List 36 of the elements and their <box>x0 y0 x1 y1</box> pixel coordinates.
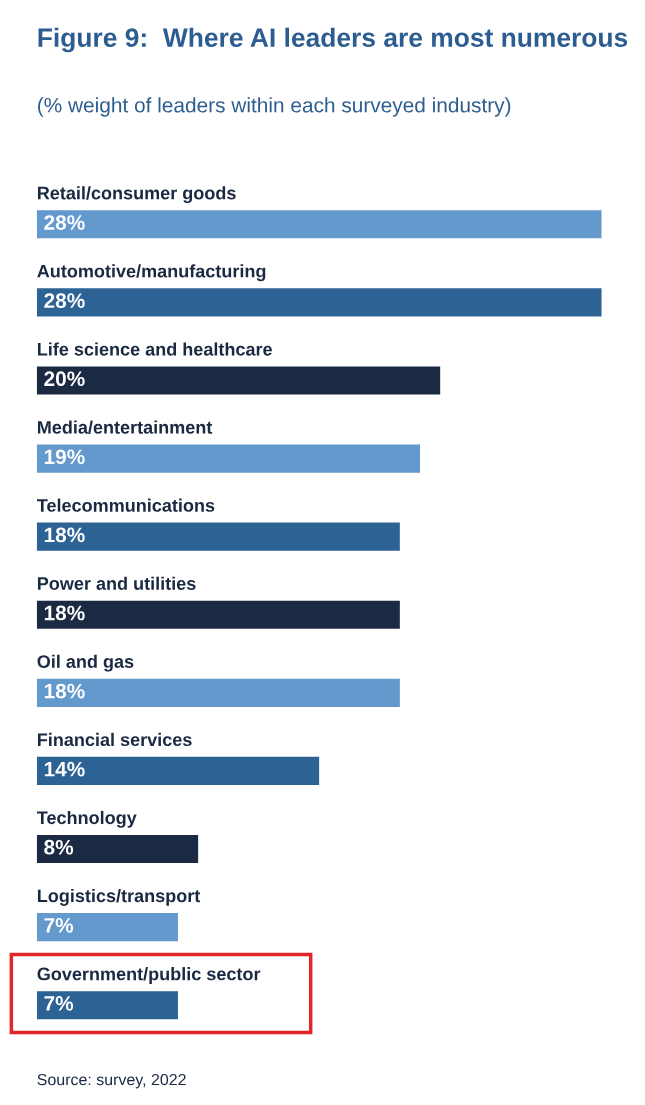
source-note: Source: survey, 2022 <box>37 1073 186 1089</box>
data-label: 18% <box>44 605 85 621</box>
data-label: 8% <box>44 839 74 855</box>
data-label: 19% <box>44 449 85 465</box>
data-label: 7% <box>44 996 74 1011</box>
bar <box>36 600 400 629</box>
chart-title: Figure 9: Where AI leaders are most numerous <box>38 27 628 53</box>
bar <box>36 678 400 707</box>
data-label: 14% <box>44 761 85 777</box>
data-label: 20% <box>44 371 85 387</box>
y-tick-label: Life science and healthcare <box>37 342 272 356</box>
data-label: 18% <box>44 527 85 543</box>
bar <box>36 522 400 551</box>
bar <box>36 913 178 942</box>
data-label: 7% <box>44 917 74 933</box>
bar <box>36 991 178 1020</box>
bar <box>36 444 421 473</box>
data-label: 18% <box>44 683 85 699</box>
data-label: 28% <box>44 215 85 230</box>
y-tick-label: Financial services <box>37 732 192 747</box>
y-tick-label: Telecommunications <box>36 498 215 512</box>
y-tick-label: Retail/consumer goods <box>37 186 236 204</box>
y-tick-label: Logistics/transport <box>37 888 201 906</box>
y-tick-label: Media/entertainment <box>37 420 213 434</box>
y-tick-label: Oil and gas <box>37 654 134 672</box>
y-tick-label: Power and utilities <box>37 576 196 590</box>
data-label: 28% <box>44 293 85 308</box>
y-tick-label: Technology <box>36 810 137 828</box>
chart-subtitle: (% weight of leaders within each surveyed industry) <box>38 97 511 117</box>
y-tick-label: Government/public sector <box>37 967 261 984</box>
y-tick-label: Automotive/manufacturing <box>37 264 266 282</box>
bar <box>36 210 602 239</box>
bar <box>36 834 199 864</box>
bar <box>36 756 320 785</box>
bar <box>36 366 441 395</box>
bar <box>36 288 602 317</box>
